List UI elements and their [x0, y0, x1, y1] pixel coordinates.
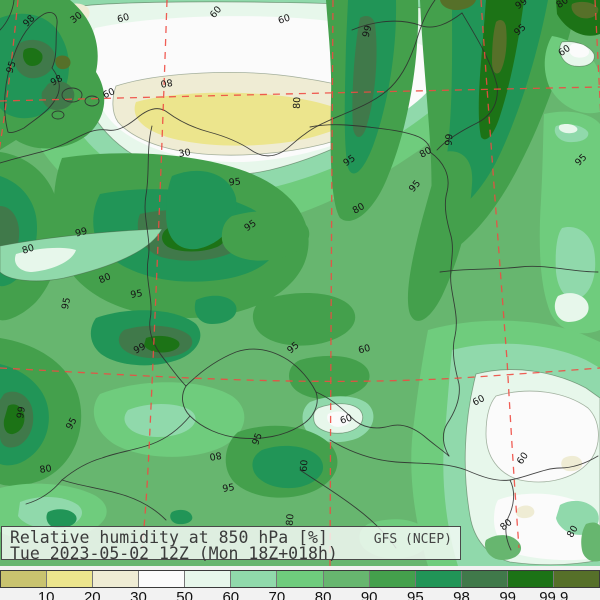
- contour-label: 60: [116, 12, 131, 26]
- contour-label: 80: [292, 97, 303, 109]
- contour-label: 95: [5, 60, 19, 75]
- colorbar: 10 20 30 50 60 70 80 90 95 98 99 99.9: [0, 566, 600, 600]
- longitude-line: [329, 0, 334, 566]
- border-belarus-ukraine: [439, 265, 599, 273]
- contour-label: 95: [64, 416, 80, 432]
- colorbar-tick-label: 99.9: [539, 589, 569, 600]
- border-austria-south: [61, 479, 167, 521]
- colorbar-ticks: 10 20 30 50 60 70 80 90 95 98 99 99.9: [0, 588, 600, 600]
- colorbar-segment: [93, 571, 140, 587]
- colorbar-tick-label: 10: [37, 589, 55, 600]
- contour-label: 95: [60, 296, 73, 310]
- latlon-grid: [0, 0, 600, 566]
- colorbar-segment: [231, 571, 278, 587]
- colorbar-segment: [1, 571, 48, 587]
- contour-label: 98: [49, 73, 65, 89]
- coastline-jutland: [4, 12, 60, 134]
- contour-label: 80: [565, 524, 581, 540]
- colorbar-tick-label: 30: [130, 589, 147, 600]
- contour-label: 95: [228, 177, 241, 189]
- border-austria-west: [25, 479, 63, 505]
- coastline-sweden: [0, 0, 15, 31]
- humidity-map: 98 30 60 60 60959860803095998095809995999580…: [0, 0, 600, 566]
- model-source-label: GFS (NCEP): [373, 532, 452, 547]
- colorbar-segment: [461, 571, 508, 587]
- contour-label: 99: [132, 341, 148, 356]
- contour-label: 80: [97, 271, 113, 286]
- east-edge-region: [539, 111, 600, 334]
- contour-label: 30: [178, 147, 192, 160]
- border-ukraine-south: [505, 479, 515, 551]
- colorbar-segment: [139, 571, 186, 587]
- colorbar-segment: [323, 571, 370, 587]
- colorbar-tick-label: 90: [360, 589, 378, 600]
- contour-label: 80: [21, 243, 36, 257]
- contour-label: 80: [418, 145, 434, 161]
- poland-center-region: [166, 151, 473, 400]
- valid-time-label: Tue 2023-05-02 12Z (Mon 18Z+018h): [10, 544, 338, 563]
- colorbar-segment: [553, 571, 600, 587]
- danish-islands: [51, 87, 100, 120]
- contour-label: 60: [299, 459, 311, 472]
- contour-label: 80: [351, 201, 367, 217]
- border-poland-east: [429, 151, 460, 457]
- contour-label: 80: [160, 76, 174, 89]
- latitude-line: [0, 367, 600, 383]
- colorbar-segment: [415, 571, 462, 587]
- colorbar-tick-label: 50: [176, 589, 193, 600]
- contour-label: 60: [471, 393, 487, 408]
- central-moist-band: [326, 0, 419, 221]
- title-box: Relative humidity at 850 hPa [%] GFS (NC…: [1, 526, 461, 563]
- colorbar-tick-label: 60: [222, 589, 240, 600]
- border-austria-north: [61, 415, 191, 481]
- colorbar-tick-label: 70: [268, 589, 286, 600]
- contour-label: 80: [39, 463, 53, 476]
- contour-label: 99: [513, 0, 529, 12]
- contour-label: 60: [357, 343, 371, 357]
- contour-label: 99: [15, 406, 28, 420]
- colorbar-scale: [0, 570, 600, 588]
- contour-label: 80: [554, 0, 570, 11]
- contour-label: 80: [285, 513, 297, 526]
- contour-label: 80: [209, 449, 223, 462]
- border-czech: [182, 348, 318, 439]
- border-latvia: [351, 12, 463, 31]
- contour-label: 99: [74, 226, 89, 240]
- colorbar-segment: [507, 571, 554, 587]
- border-kaliningrad: [309, 124, 431, 153]
- contour-label: 95: [130, 288, 144, 301]
- contour-label: 60: [277, 13, 292, 27]
- colorbar-segment: [369, 571, 416, 587]
- contour-label: 60: [339, 413, 354, 427]
- contour-label: 99: [361, 24, 375, 39]
- colorbar-tick-label: 20: [83, 589, 101, 600]
- colorbar-tick-label: 98: [453, 589, 470, 600]
- border-slovakia-hungary: [329, 439, 599, 481]
- colorbar-tick-label: 95: [407, 589, 424, 600]
- colorbar-tick-label: 99: [499, 589, 517, 600]
- colorbar-tick-label: 80: [314, 589, 332, 600]
- map-title: Relative humidity at 850 hPa [%]: [10, 528, 328, 547]
- contour-label: 95: [250, 432, 264, 447]
- contour-label: 60: [101, 86, 117, 101]
- colorbar-segment: [277, 571, 324, 587]
- contour-label: 95: [222, 482, 236, 495]
- border-poland-south: [315, 391, 450, 457]
- colorbar-segment: [185, 571, 232, 587]
- contour-label: 99: [444, 133, 456, 146]
- border-lithuania-belarus: [436, 12, 498, 151]
- colorbar-segment: [47, 571, 94, 587]
- latitude-line: [0, 86, 600, 102]
- southeast-dry-region: [411, 320, 600, 566]
- border-poland-west: [144, 125, 187, 387]
- coastline-baltic: [0, 0, 436, 164]
- country-borders: [0, 0, 599, 551]
